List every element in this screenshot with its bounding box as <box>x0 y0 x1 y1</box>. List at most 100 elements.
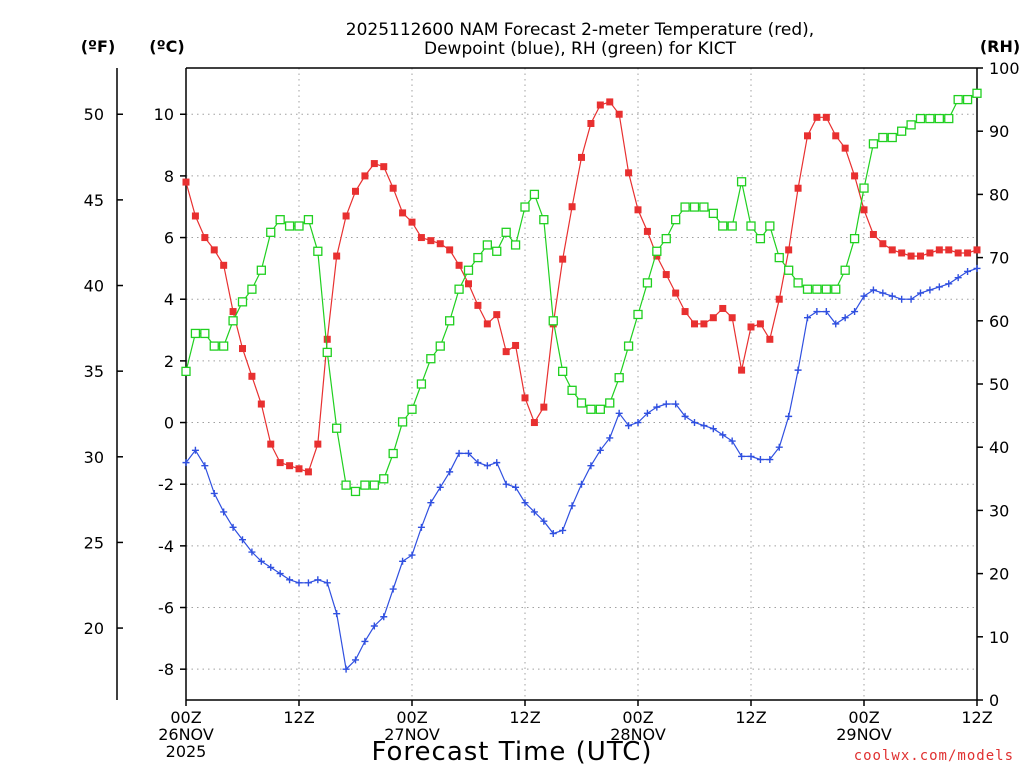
rh-point <box>228 316 238 326</box>
rh-point <box>652 246 662 256</box>
celsius-tick-label: 8 <box>164 167 174 186</box>
rh-tick-label: 100 <box>989 59 1020 78</box>
rh-point <box>840 265 850 275</box>
x-axis-title: Forecast Time (UTC) <box>371 737 652 767</box>
rh-point <box>878 132 888 143</box>
rh-point <box>944 113 954 124</box>
rh-point <box>237 297 248 307</box>
dewpoint-point <box>907 295 915 303</box>
temperature-point <box>182 178 190 186</box>
rh-point <box>849 233 860 244</box>
rh-unit-label: (RH) <box>980 37 1020 56</box>
rh-point <box>736 177 747 187</box>
dewpoint-point <box>775 443 783 451</box>
temperature-point <box>530 419 538 427</box>
rh-point <box>727 221 737 231</box>
rh-point <box>200 328 210 339</box>
dewpoint-point <box>361 637 369 645</box>
dewpoint-point <box>973 264 981 272</box>
temperature-point <box>917 252 924 260</box>
rh-point <box>266 227 276 237</box>
fahrenheit-unit-label: (ºF) <box>81 37 116 56</box>
celsius-tick-label: -6 <box>158 599 174 618</box>
rh-point <box>633 309 643 320</box>
temperature-point <box>446 246 454 254</box>
temperature-point <box>662 271 670 279</box>
fahrenheit-tick-label: 40 <box>84 277 104 296</box>
temperature-point <box>785 246 793 254</box>
temperature-point <box>295 465 303 473</box>
rh-point <box>473 252 483 263</box>
dewpoint-point <box>417 523 425 531</box>
temperature-point <box>643 227 651 235</box>
temperature-point <box>804 132 811 140</box>
temperature-point <box>333 252 341 260</box>
temperature-point <box>851 172 859 180</box>
dewpoint-point <box>832 320 840 328</box>
rh-point <box>407 404 417 414</box>
temperature-point <box>860 206 868 214</box>
temperature-point <box>389 184 397 192</box>
dewpoint-point <box>935 283 943 291</box>
temperature-point <box>399 209 407 217</box>
rh-point <box>548 316 558 326</box>
temperature-point <box>747 323 755 331</box>
temperature-point <box>342 212 350 220</box>
dewpoint-point <box>540 517 548 525</box>
dewpoint-point <box>615 409 623 417</box>
temperature-point <box>229 308 237 316</box>
rh-point <box>501 227 511 237</box>
temperature-point <box>709 314 717 322</box>
rh-point <box>605 398 615 408</box>
temperature-point <box>521 394 529 402</box>
rh-tick-label: 80 <box>989 185 1009 204</box>
rh-point <box>219 341 229 351</box>
dewpoint-point <box>785 412 793 420</box>
rh-point <box>209 341 219 351</box>
dewpoint-point <box>954 274 962 282</box>
rh-point <box>275 215 285 225</box>
temperature-point <box>267 440 275 448</box>
x-tick-label: 12Z <box>735 708 766 727</box>
rh-point <box>284 221 295 231</box>
temperature-point <box>210 246 218 254</box>
rh-point <box>680 202 690 212</box>
rh-point <box>520 202 530 212</box>
dewpoint-point <box>596 446 604 454</box>
dewpoint-point <box>559 526 567 534</box>
rh-point <box>463 265 474 275</box>
dewpoint-point <box>389 585 397 593</box>
dewpoint-point <box>888 292 896 300</box>
celsius-tick-label: -2 <box>158 475 174 494</box>
x-tick-date-label: 28NOV <box>610 725 666 744</box>
temperature-point <box>606 98 614 106</box>
rh-point <box>247 284 257 294</box>
rh-point <box>793 278 803 288</box>
temperature-point <box>700 320 708 328</box>
dewpoint-point <box>267 563 275 571</box>
temperature-point <box>691 320 698 328</box>
rh-point <box>934 113 944 124</box>
rh-point <box>350 486 361 497</box>
dewpoint-point <box>917 289 924 297</box>
dewpoint-point <box>333 610 341 618</box>
chart-series <box>181 88 982 673</box>
temperature-point <box>408 218 416 226</box>
rh-point <box>868 139 879 149</box>
rh-tick-label: 90 <box>989 122 1009 141</box>
temperature-point <box>756 320 764 328</box>
dewpoint-point <box>822 308 830 316</box>
temperature-point <box>239 345 246 353</box>
temperature-point <box>634 206 642 214</box>
rh-point <box>887 132 897 143</box>
dewpoint-point <box>530 508 538 516</box>
dewpoint-point <box>295 579 303 587</box>
rh-tick-label: 70 <box>989 249 1009 268</box>
fahrenheit-tick-label: 20 <box>84 619 104 638</box>
temperature-point <box>926 249 934 257</box>
dewpoint-point <box>314 576 322 584</box>
temperature-point <box>653 252 661 260</box>
temperature-point <box>766 335 774 343</box>
dewpoint-point <box>738 452 746 460</box>
temperature-point <box>568 203 576 211</box>
